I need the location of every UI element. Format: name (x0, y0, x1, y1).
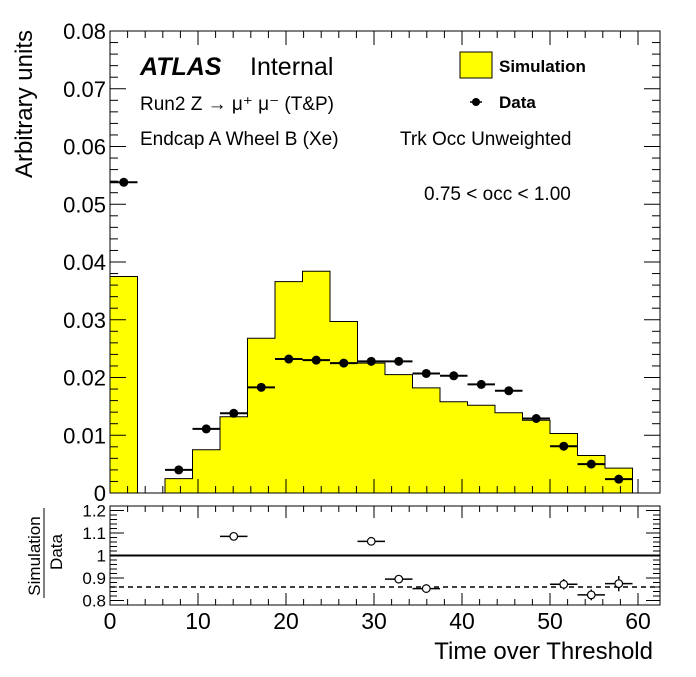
x-tick-label: 60 (625, 608, 651, 634)
simulation-bin (192, 449, 220, 493)
main-axes: 0 0.01 0.02 0.03 0.04 0.05 0.06 0.07 0.08 (63, 19, 660, 506)
data-point (174, 465, 184, 475)
data-point (421, 368, 431, 378)
data-point (339, 358, 349, 368)
simulation-bin (467, 405, 495, 493)
x-tick-label: 40 (449, 608, 475, 634)
internal-label: Internal (250, 53, 333, 81)
simulation-bin (220, 416, 248, 493)
data-point (449, 371, 459, 381)
x-tick-label: 50 (537, 608, 563, 634)
data-point (256, 382, 266, 392)
ratio-y-tick-label: 0.9 (82, 569, 106, 588)
y-tick-label: 0 (94, 481, 106, 506)
legend-simulation-swatch (459, 51, 493, 79)
simulation-bin (495, 412, 523, 493)
ratio-reference-lines (110, 554, 660, 588)
ratio-point (614, 579, 624, 589)
y-tick-label: 0.07 (63, 77, 106, 102)
ratio-y-tick-label: 1.1 (82, 524, 106, 543)
ratio-y-tick-label: 1 (97, 547, 106, 566)
weighting-label: Trk Occ Unweighted (400, 129, 571, 150)
atlas-label: ATLAS (139, 53, 222, 81)
simulation-bin (247, 338, 275, 493)
simulation-bin (440, 401, 468, 493)
y-tick-label: 0.01 (63, 423, 106, 448)
main-panel: 0 0.01 0.02 0.03 0.04 0.05 0.06 0.07 0.08 Arbitr… (11, 19, 661, 506)
data-point (476, 379, 486, 389)
simulation-bin (522, 420, 550, 493)
simulation-bin (330, 321, 358, 493)
region-label: Endcap A Wheel B (Xe) (140, 129, 339, 150)
simulation-histogram (109, 270, 633, 494)
y-tick-label: 0.04 (63, 250, 106, 275)
legend-data-marker (472, 98, 480, 106)
x-tick-label: 20 (273, 608, 299, 634)
data-point (504, 386, 514, 396)
ratio-points (220, 531, 633, 601)
ratio-point (559, 579, 569, 589)
simulation-bin (385, 374, 413, 493)
simulation-bin (412, 387, 440, 493)
ratio-point (421, 584, 431, 593)
ratio-point (394, 574, 404, 584)
y-axis-label: Arbitrary units (11, 30, 38, 178)
data-point (119, 177, 129, 187)
process-label: Run2 Z → μ⁺ μ⁻ (T&P) (140, 94, 334, 115)
ratio-ylabel-numerator: Simulation (25, 516, 44, 595)
y-tick-label: 0.06 (63, 135, 106, 160)
x-tick-label: 10 (185, 608, 211, 634)
data-point (531, 414, 541, 424)
data-point (394, 356, 404, 366)
x-axis-label: Time over Threshold (434, 638, 653, 665)
main-frame (109, 30, 661, 494)
data-point (559, 441, 569, 451)
ratio-point (586, 590, 596, 600)
data-point (614, 474, 624, 484)
ratio-y-axis-label: Simulation Data (25, 508, 66, 598)
simulation-bin (275, 281, 303, 493)
data-point (201, 424, 211, 434)
ratio-y-tick-label: 1.2 (82, 502, 106, 521)
data-point (311, 355, 321, 365)
ratio-y-tick-label: 0.8 (82, 592, 106, 611)
data-points (110, 177, 633, 484)
ratio-axes: 0.8 0.9 1 1.1 1.2 0 10 20 30 40 50 60 (82, 502, 660, 634)
ratio-panel: 0.8 0.9 1 1.1 1.2 0 10 20 30 40 50 60 Simulation Da… (25, 502, 661, 665)
x-tick-label: 0 (104, 608, 117, 634)
simulation-bin (302, 271, 330, 493)
data-point (366, 356, 376, 366)
data-point (586, 459, 596, 469)
legend: Simulation Data (459, 51, 586, 112)
y-tick-label: 0.05 (63, 192, 106, 217)
data-point (284, 354, 294, 364)
ratio-point (366, 536, 376, 546)
ratio-frame (109, 505, 661, 606)
y-tick-label: 0.03 (63, 308, 106, 333)
y-tick-label: 0.08 (63, 19, 106, 44)
data-point (229, 408, 239, 418)
legend-data-label: Data (499, 93, 536, 112)
simulation-bin (110, 276, 138, 493)
ratio-ylabel-denominator: Data (47, 534, 66, 570)
occupancy-label: 0.75 < occ < 1.00 (424, 184, 571, 205)
legend-simulation-label: Simulation (499, 57, 586, 76)
ratio-point (229, 531, 239, 541)
simulation-bin (165, 478, 193, 493)
y-tick-label: 0.02 (63, 366, 106, 391)
x-tick-label: 30 (361, 608, 387, 634)
simulation-bin (357, 363, 385, 493)
